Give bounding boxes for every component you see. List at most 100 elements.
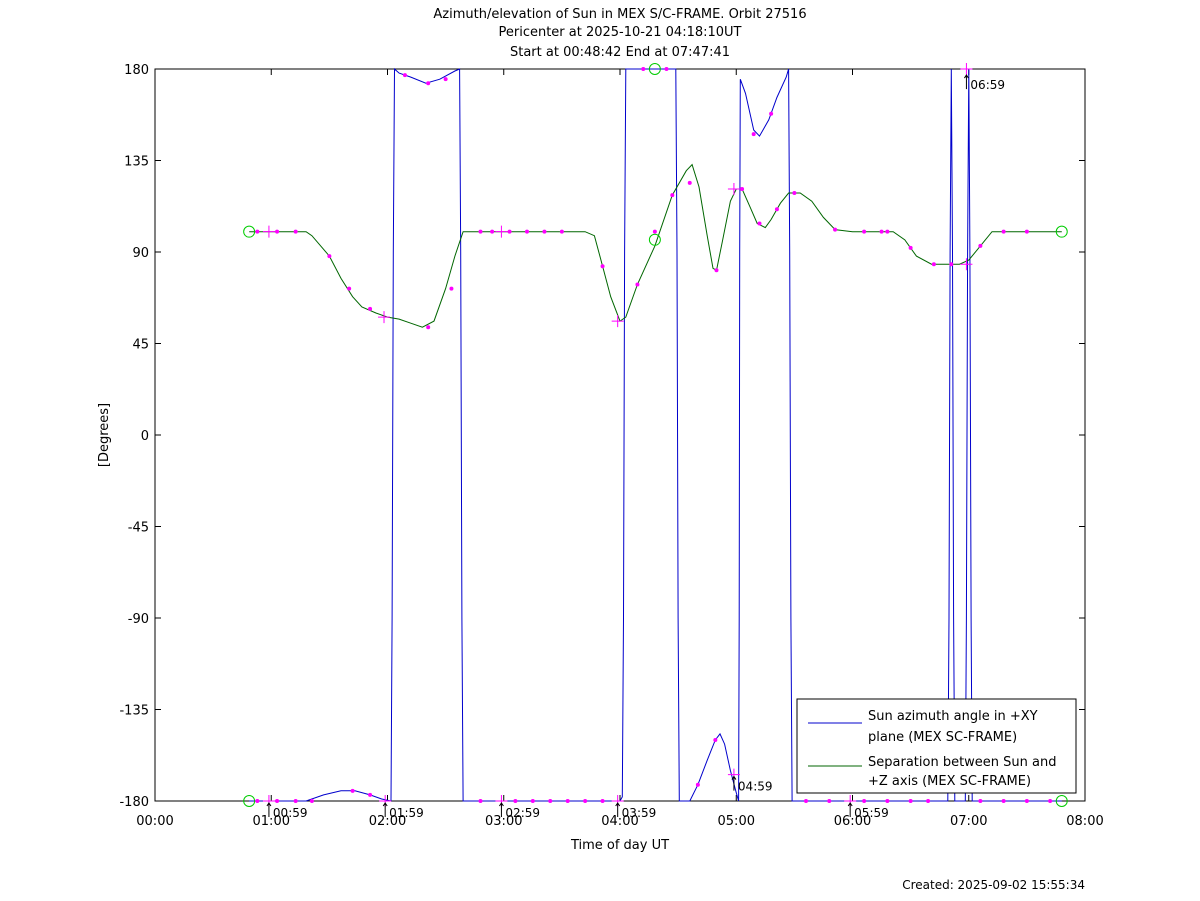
data-point-marker <box>600 264 605 269</box>
data-point-marker <box>1024 799 1029 803</box>
chart-title: Azimuth/elevation of Sun in MEX S/C-FRAM… <box>433 7 806 60</box>
data-point-marker <box>548 799 553 803</box>
data-point-marker <box>1024 229 1029 234</box>
event-plus-marker <box>378 311 391 324</box>
data-point-marker <box>507 229 512 234</box>
event-circle-marker <box>648 233 661 246</box>
event-plus-marker <box>495 225 508 238</box>
series-layer <box>249 67 1062 802</box>
data-point-marker <box>275 229 280 234</box>
annotation-arrow <box>499 802 504 817</box>
legend: Sun azimuth angle in +XY plane (MEX SC-F… <box>796 698 1077 794</box>
y-axis-label: [Degrees] <box>97 403 112 467</box>
annotation-arrow <box>615 802 621 817</box>
data-point-marker <box>740 186 745 191</box>
event-circle-marker <box>1055 225 1068 238</box>
data-point-marker <box>885 799 890 803</box>
data-point-marker <box>293 799 298 803</box>
chart-title-line-2: Pericenter at 2025-10-21 04:18:10UT <box>498 25 741 40</box>
data-point-marker <box>931 262 936 267</box>
data-point-marker <box>600 799 605 803</box>
created-timestamp: Created: 2025-09-02 15:55:34 <box>902 878 1085 892</box>
x-tick-label: 06:00 <box>834 814 871 829</box>
annotations-layer: 00:59 01:59 02:59 03:59 04:59 05:59 06:59 <box>266 74 1005 820</box>
data-point-marker <box>1001 799 1006 803</box>
data-point-marker <box>774 207 779 212</box>
x-tick-label: 08:00 <box>1066 814 1103 829</box>
y-tick-label: 45 <box>132 338 149 353</box>
x-axis-label: Time of day UT <box>570 838 669 853</box>
data-point-marker <box>908 799 913 803</box>
data-point-marker <box>449 286 454 291</box>
data-point-marker <box>695 782 700 787</box>
x-tick-label: 01:00 <box>253 814 290 829</box>
event-plus-marker <box>960 258 973 271</box>
data-point-marker <box>687 180 692 185</box>
data-point-marker <box>347 286 352 291</box>
annotation-arrow <box>266 802 272 817</box>
annotation-label: 04:59 <box>738 780 773 794</box>
data-point-marker <box>368 306 373 311</box>
annotation-arrow <box>847 802 853 817</box>
data-point-marker <box>714 268 719 273</box>
legend-box <box>796 698 1077 794</box>
markers-layer <box>243 63 1068 807</box>
data-point-marker <box>1001 229 1006 234</box>
data-point-marker <box>309 799 314 803</box>
data-point-marker <box>443 77 448 82</box>
data-point-marker <box>862 799 867 803</box>
y-tick-label: 135 <box>124 155 149 170</box>
event-plus-marker <box>960 63 973 75</box>
x-tick-label: 02:00 <box>369 814 406 829</box>
data-point-marker <box>804 799 808 803</box>
event-plus-marker <box>727 182 740 195</box>
data-point-marker <box>1048 799 1053 803</box>
data-point-marker <box>478 799 483 803</box>
data-point-marker <box>559 229 564 234</box>
data-point-marker <box>641 67 646 71</box>
data-point-marker <box>978 243 983 248</box>
data-point-marker <box>583 799 588 803</box>
event-plus-marker <box>262 225 275 238</box>
data-point-marker <box>908 245 913 250</box>
data-point-marker <box>525 229 529 234</box>
data-point-marker <box>490 229 495 234</box>
data-point-marker <box>635 282 640 287</box>
x-tick-label: 05:00 <box>718 814 755 829</box>
data-point-marker <box>368 792 373 797</box>
data-point-marker <box>792 191 797 196</box>
data-point-marker <box>402 73 407 78</box>
event-plus-marker <box>611 315 624 328</box>
series-line-1 <box>249 163 1062 328</box>
data-point-marker <box>751 132 756 137</box>
plot-area <box>154 68 1086 802</box>
data-point-marker <box>255 229 260 234</box>
y-tick-label: 180 <box>124 63 149 78</box>
y-tick-label: 90 <box>132 246 149 261</box>
data-point-marker <box>879 229 884 234</box>
x-tick-label: 03:00 <box>485 814 522 829</box>
data-point-marker <box>293 229 298 234</box>
data-point-marker <box>542 229 547 234</box>
y-tick-label: -180 <box>119 795 149 810</box>
data-point-marker <box>949 262 954 267</box>
chart-title-line-3: Start at 00:48:42 End at 07:47:41 <box>510 45 730 60</box>
legend-label-separation-2: +Z axis (MEX SC-FRAME) <box>868 774 1031 789</box>
x-tick-label: 07:00 <box>950 814 987 829</box>
legend-label-separation-1: Separation between Sun and <box>868 755 1056 770</box>
data-point-marker <box>652 229 657 234</box>
y-tick-label: -135 <box>119 704 149 719</box>
annotation-label: 00:59 <box>273 806 308 820</box>
data-point-marker <box>827 799 832 803</box>
data-point-marker <box>426 325 431 330</box>
data-point-marker <box>664 67 669 71</box>
y-tick-label: 0 <box>141 429 149 444</box>
event-circle-marker <box>243 225 256 238</box>
data-point-marker <box>513 799 518 803</box>
data-point-marker <box>275 799 280 803</box>
y-tick-label: -45 <box>128 521 149 536</box>
x-tick-label: 04:00 <box>601 814 638 829</box>
y-tick-label: -90 <box>128 612 149 627</box>
data-point-marker <box>769 111 774 116</box>
